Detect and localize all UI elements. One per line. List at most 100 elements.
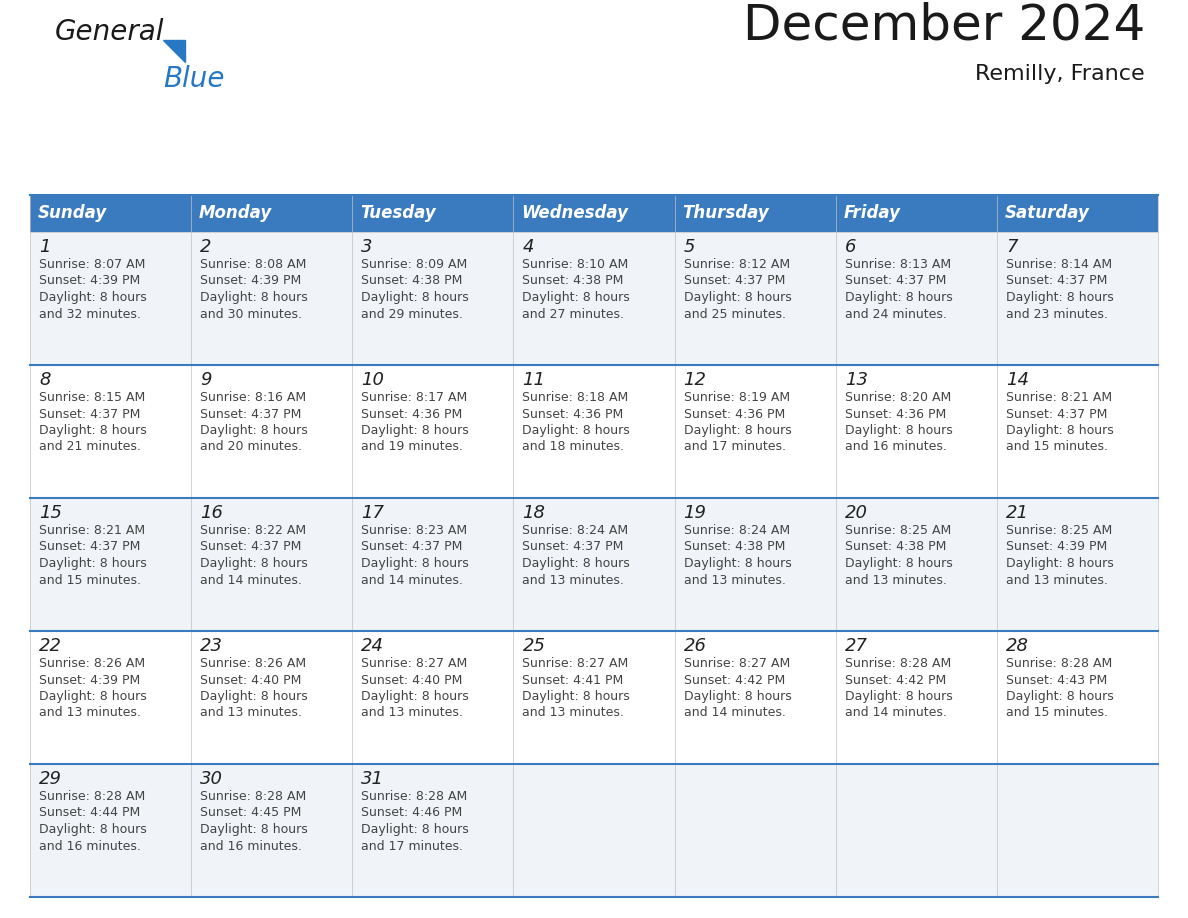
Bar [997,498,1158,631]
Bar [513,498,675,631]
Text: Daylight: 8 hours: Daylight: 8 hours [845,424,953,437]
Text: and 13 minutes.: and 13 minutes. [523,574,625,587]
Bar [30,195,191,232]
Text: and 15 minutes.: and 15 minutes. [1006,441,1108,453]
Text: Sunrise: 8:07 AM: Sunrise: 8:07 AM [39,258,145,271]
Bar [513,365,675,498]
Bar [353,195,513,232]
Polygon shape [163,40,185,62]
Text: and 21 minutes.: and 21 minutes. [39,441,141,453]
Text: 20: 20 [845,504,867,522]
Text: Saturday: Saturday [1005,205,1089,222]
Text: Sunrise: 8:28 AM: Sunrise: 8:28 AM [1006,657,1112,670]
Text: Sunrise: 8:08 AM: Sunrise: 8:08 AM [200,258,307,271]
Text: Sunrise: 8:15 AM: Sunrise: 8:15 AM [39,391,145,404]
Text: December 2024: December 2024 [742,2,1145,50]
Text: Sunrise: 8:10 AM: Sunrise: 8:10 AM [523,258,628,271]
Text: Sunset: 4:42 PM: Sunset: 4:42 PM [845,674,946,687]
Text: Sunrise: 8:21 AM: Sunrise: 8:21 AM [1006,391,1112,404]
Text: Sunset: 4:37 PM: Sunset: 4:37 PM [1006,408,1107,420]
Bar [675,498,835,631]
Text: and 19 minutes.: and 19 minutes. [361,441,463,453]
Text: Friday: Friday [843,205,901,222]
Text: 15: 15 [39,504,62,522]
Text: Sunrise: 8:26 AM: Sunrise: 8:26 AM [39,657,145,670]
Bar [997,631,1158,764]
Text: 6: 6 [845,238,857,256]
Text: and 14 minutes.: and 14 minutes. [683,707,785,720]
Bar [30,365,191,498]
Text: Daylight: 8 hours: Daylight: 8 hours [1006,690,1113,703]
Text: Daylight: 8 hours: Daylight: 8 hours [523,424,630,437]
Text: 17: 17 [361,504,384,522]
Text: Sunset: 4:37 PM: Sunset: 4:37 PM [39,541,140,554]
Text: Tuesday: Tuesday [360,205,436,222]
Bar [30,631,191,764]
Text: 3: 3 [361,238,373,256]
Text: Daylight: 8 hours: Daylight: 8 hours [361,823,469,836]
Text: and 27 minutes.: and 27 minutes. [523,308,625,320]
Bar [353,365,513,498]
Bar [675,195,835,232]
Text: and 13 minutes.: and 13 minutes. [39,707,141,720]
Bar [835,498,997,631]
Text: Sunset: 4:42 PM: Sunset: 4:42 PM [683,674,785,687]
Text: Sunday: Sunday [38,205,107,222]
Text: Sunrise: 8:16 AM: Sunrise: 8:16 AM [200,391,307,404]
Text: 9: 9 [200,371,211,389]
Text: Sunset: 4:40 PM: Sunset: 4:40 PM [361,674,462,687]
Text: and 13 minutes.: and 13 minutes. [200,707,302,720]
Bar [835,195,997,232]
Text: Sunrise: 8:28 AM: Sunrise: 8:28 AM [361,790,468,803]
Bar [30,498,191,631]
Text: 26: 26 [683,637,707,655]
Bar [835,365,997,498]
Text: Sunset: 4:36 PM: Sunset: 4:36 PM [845,408,946,420]
Text: Sunset: 4:37 PM: Sunset: 4:37 PM [39,408,140,420]
Text: Sunrise: 8:27 AM: Sunrise: 8:27 AM [523,657,628,670]
Text: 25: 25 [523,637,545,655]
Text: Daylight: 8 hours: Daylight: 8 hours [523,690,630,703]
Bar [513,764,675,897]
Text: Daylight: 8 hours: Daylight: 8 hours [845,690,953,703]
Text: 1: 1 [39,238,51,256]
Text: and 13 minutes.: and 13 minutes. [1006,574,1107,587]
Text: and 30 minutes.: and 30 minutes. [200,308,302,320]
Text: Daylight: 8 hours: Daylight: 8 hours [361,690,469,703]
Text: Daylight: 8 hours: Daylight: 8 hours [845,291,953,304]
Text: Sunrise: 8:25 AM: Sunrise: 8:25 AM [1006,524,1112,537]
Text: Sunrise: 8:20 AM: Sunrise: 8:20 AM [845,391,950,404]
Text: and 23 minutes.: and 23 minutes. [1006,308,1107,320]
Text: Sunset: 4:37 PM: Sunset: 4:37 PM [200,408,302,420]
Text: Sunset: 4:39 PM: Sunset: 4:39 PM [39,674,140,687]
Text: Daylight: 8 hours: Daylight: 8 hours [39,424,147,437]
Text: Sunrise: 8:12 AM: Sunrise: 8:12 AM [683,258,790,271]
Text: Sunset: 4:43 PM: Sunset: 4:43 PM [1006,674,1107,687]
Bar [835,232,997,365]
Bar [997,232,1158,365]
Text: Sunrise: 8:25 AM: Sunrise: 8:25 AM [845,524,950,537]
Text: Sunset: 4:38 PM: Sunset: 4:38 PM [523,274,624,287]
Bar [353,232,513,365]
Bar [30,232,191,365]
Text: Sunset: 4:38 PM: Sunset: 4:38 PM [845,541,946,554]
Text: Daylight: 8 hours: Daylight: 8 hours [361,557,469,570]
Text: and 15 minutes.: and 15 minutes. [39,574,141,587]
Text: Sunset: 4:37 PM: Sunset: 4:37 PM [523,541,624,554]
Text: General: General [55,18,164,46]
Text: and 32 minutes.: and 32 minutes. [39,308,141,320]
Text: Sunset: 4:39 PM: Sunset: 4:39 PM [200,274,302,287]
Text: 5: 5 [683,238,695,256]
Text: Sunrise: 8:21 AM: Sunrise: 8:21 AM [39,524,145,537]
Text: Daylight: 8 hours: Daylight: 8 hours [683,690,791,703]
Bar [353,631,513,764]
Bar [191,365,353,498]
Text: and 13 minutes.: and 13 minutes. [845,574,947,587]
Text: Monday: Monday [200,205,272,222]
Bar [30,764,191,897]
Text: Wednesday: Wednesday [522,205,628,222]
Bar [191,232,353,365]
Text: Daylight: 8 hours: Daylight: 8 hours [845,557,953,570]
Text: Daylight: 8 hours: Daylight: 8 hours [683,291,791,304]
Text: Thursday: Thursday [683,205,770,222]
